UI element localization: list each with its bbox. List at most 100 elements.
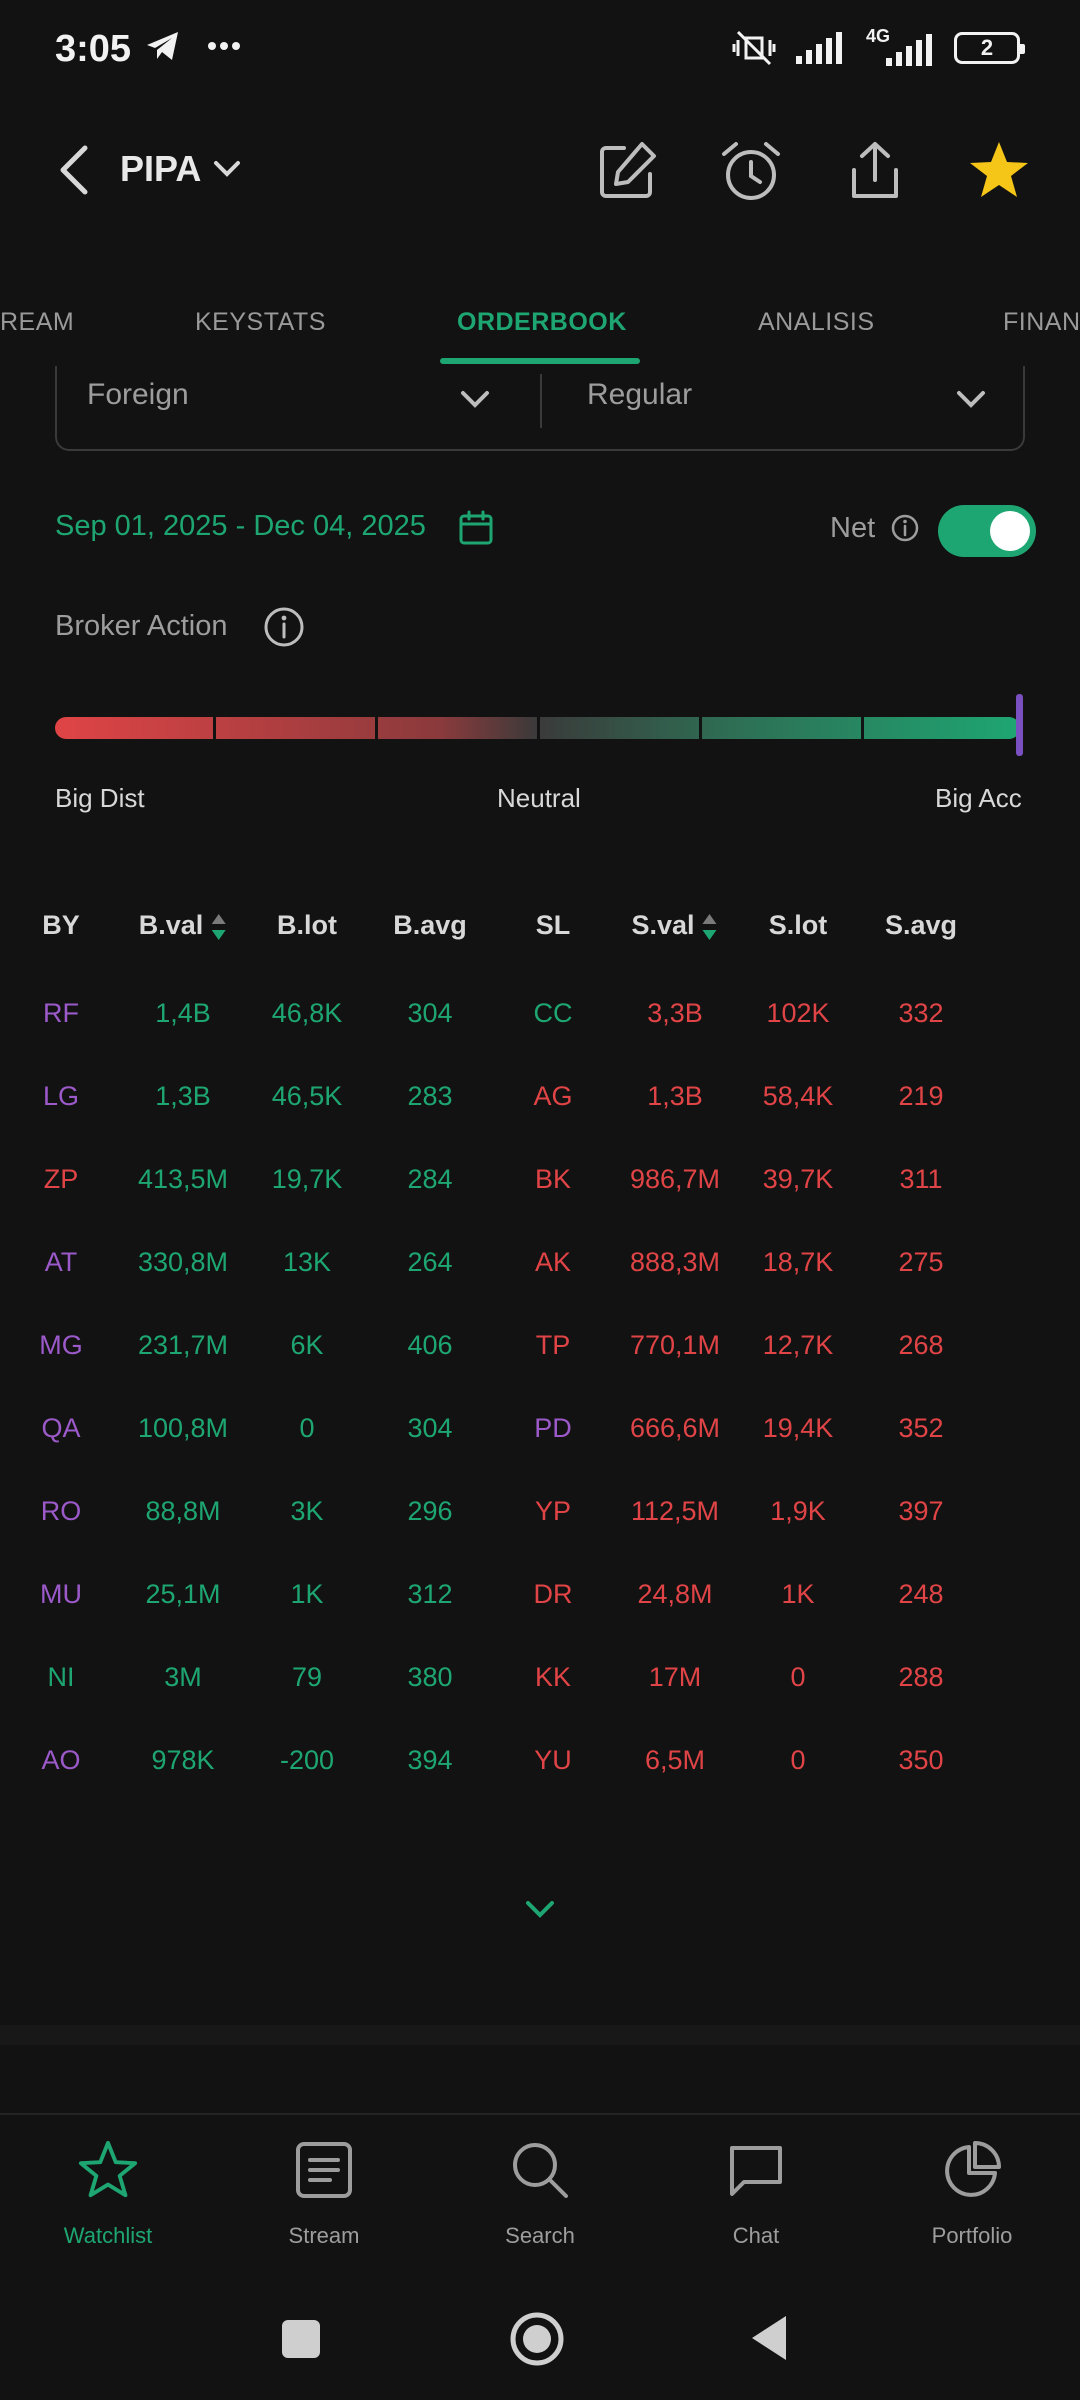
info-icon[interactable] — [263, 606, 305, 648]
cell-buy-lot: 79 — [291, 1662, 323, 1692]
chevron-down-icon[interactable] — [459, 388, 491, 410]
more-dots-icon — [208, 42, 240, 50]
header-bavg[interactable]: B.avg — [393, 910, 467, 940]
cell-buy-value: 231,7M — [137, 1330, 229, 1360]
cell-buy-lot: 13K — [282, 1247, 332, 1277]
nav-stream[interactable]: Stream — [224, 2135, 424, 2249]
cell-buyer-code[interactable]: LG — [42, 1081, 80, 1111]
cell-sell-avg: 311 — [899, 1164, 943, 1194]
cell-seller-code[interactable]: YU — [534, 1745, 572, 1775]
cell-buy-value: 100,8M — [137, 1413, 229, 1443]
sort-icon[interactable] — [701, 912, 719, 942]
back-arrow-icon[interactable] — [55, 142, 95, 198]
network-indicator: 4G — [864, 26, 934, 66]
nav-label: Watchlist — [63, 2223, 153, 2248]
alarm-icon[interactable] — [718, 138, 784, 204]
cell-buyer-code[interactable]: ZP — [43, 1164, 79, 1194]
chevron-down-icon[interactable] — [955, 388, 987, 410]
cell-seller-code[interactable]: YP — [534, 1496, 572, 1526]
date-range[interactable]: Sep 01, 2025 - Dec 04, 2025 — [55, 510, 426, 542]
investor-type-select[interactable]: Foreign — [87, 378, 189, 411]
table-row[interactable]: LG 1,3B 46,5K 283 AG 1,3B 58,4K 219 — [0, 1081, 1080, 1164]
recent-apps-button[interactable] — [282, 2320, 320, 2358]
cell-seller-code[interactable]: AG — [533, 1081, 573, 1111]
tab-orderbook[interactable]: ORDERBOOK — [457, 308, 627, 336]
table-row[interactable]: AO 978K -200 394 YU 6,5M 0 350 — [0, 1745, 1080, 1828]
cell-seller-code[interactable]: CC — [533, 998, 573, 1028]
header-by[interactable]: BY — [42, 910, 80, 940]
cell-seller-code[interactable]: PD — [534, 1413, 572, 1443]
home-button[interactable] — [508, 2310, 566, 2368]
edit-icon[interactable] — [594, 138, 660, 204]
pie-chart-icon — [945, 2141, 1001, 2197]
cell-buy-avg: 304 — [407, 998, 453, 1028]
calendar-icon[interactable] — [458, 510, 494, 546]
cell-seller-code[interactable]: BK — [534, 1164, 572, 1194]
table-row[interactable]: ZP 413,5M 19,7K 284 BK 986,7M 39,7K 311 — [0, 1164, 1080, 1247]
table-row[interactable]: AT 330,8M 13K 264 AK 888,3M 18,7K 275 — [0, 1247, 1080, 1330]
cell-seller-code[interactable]: AK — [534, 1247, 572, 1277]
stock-symbol[interactable]: PIPA — [120, 148, 202, 189]
table-row[interactable]: MU 25,1M 1K 312 DR 24,8M 1K 248 — [0, 1579, 1080, 1662]
cell-buyer-code[interactable]: RF — [43, 998, 79, 1028]
system-back-button[interactable] — [748, 2312, 790, 2364]
cell-buyer-code[interactable]: AT — [44, 1247, 78, 1277]
header-savg[interactable]: S.avg — [884, 910, 958, 940]
tab-keystats[interactable]: KEYSTATS — [195, 308, 326, 336]
filter-box: Foreign Regular — [55, 366, 1025, 451]
cell-buyer-code[interactable]: RO — [40, 1496, 82, 1526]
cell-buyer-code[interactable]: NI — [47, 1662, 75, 1692]
share-icon[interactable] — [842, 138, 908, 204]
cell-buyer-code[interactable]: MU — [40, 1579, 82, 1609]
star-outline-icon — [78, 2140, 138, 2198]
active-tab-indicator — [440, 358, 640, 364]
tab-financials[interactable]: FINAN — [1003, 308, 1080, 336]
nav-label: Stream — [288, 2223, 360, 2248]
table-row[interactable]: MG 231,7M 6K 406 TP 770,1M 12,7K 268 — [0, 1330, 1080, 1413]
market-type-select[interactable]: Regular — [587, 378, 693, 411]
star-filled-icon[interactable] — [966, 138, 1032, 204]
tab-analisis[interactable]: ANALISIS — [758, 308, 875, 336]
tab-stream[interactable]: REAM — [0, 308, 75, 336]
cell-sell-value: 666,6M — [629, 1413, 721, 1443]
header-bval[interactable]: B.val — [139, 910, 228, 942]
battery-indicator: 2 — [954, 32, 1025, 64]
chevron-down-icon[interactable] — [212, 158, 242, 180]
table-row[interactable]: NI 3M 79 380 KK 17M 0 288 — [0, 1662, 1080, 1745]
cell-seller-code[interactable]: TP — [535, 1330, 571, 1360]
sort-icon[interactable] — [209, 912, 227, 942]
net-toggle[interactable] — [938, 505, 1036, 557]
cell-buyer-code[interactable]: QA — [41, 1413, 81, 1443]
cell-buyer-code[interactable]: MG — [39, 1330, 83, 1360]
cell-sell-avg: 350 — [898, 1745, 944, 1775]
cell-buy-avg: 283 — [407, 1081, 453, 1111]
cell-sell-lot: 1K — [781, 1579, 815, 1609]
cell-buy-value: 1,3B — [155, 1081, 211, 1111]
gauge-marker — [1016, 694, 1023, 756]
nav-watchlist[interactable]: Watchlist — [8, 2135, 208, 2249]
table-row[interactable]: QA 100,8M 0 304 PD 666,6M 19,4K 352 — [0, 1413, 1080, 1496]
nav-search[interactable]: Search — [440, 2135, 640, 2249]
cell-sell-lot: 102K — [766, 998, 830, 1028]
table-header: BY B.val B.lot B.avg SL S.val S.lot S.av… — [0, 910, 1080, 960]
cell-seller-code[interactable]: KK — [534, 1662, 572, 1692]
table-row[interactable]: RF 1,4B 46,8K 304 CC 3,3B 102K 332 — [0, 998, 1080, 1081]
chat-icon — [730, 2146, 782, 2196]
cell-seller-code[interactable]: DR — [533, 1579, 573, 1609]
nav-chat[interactable]: Chat — [656, 2135, 856, 2249]
cell-buy-avg: 284 — [407, 1164, 453, 1194]
table-row[interactable]: RO 88,8M 3K 296 YP 112,5M 1,9K 397 — [0, 1496, 1080, 1579]
cell-buy-value: 1,4B — [155, 998, 211, 1028]
header-sval[interactable]: S.val — [631, 910, 718, 942]
cell-buy-value: 3M — [164, 1662, 202, 1692]
header-sl[interactable]: SL — [535, 910, 571, 940]
expand-more-icon[interactable] — [523, 1898, 557, 1920]
info-icon[interactable] — [890, 513, 920, 543]
cell-buy-lot: 19,7K — [271, 1164, 343, 1194]
nav-portfolio[interactable]: Portfolio — [872, 2135, 1072, 2249]
app-bar-actions — [594, 138, 1032, 204]
cell-sell-value: 3,3B — [647, 998, 703, 1028]
header-blot[interactable]: B.lot — [277, 910, 337, 940]
header-slot[interactable]: S.lot — [768, 910, 828, 940]
cell-buyer-code[interactable]: AO — [41, 1745, 81, 1775]
